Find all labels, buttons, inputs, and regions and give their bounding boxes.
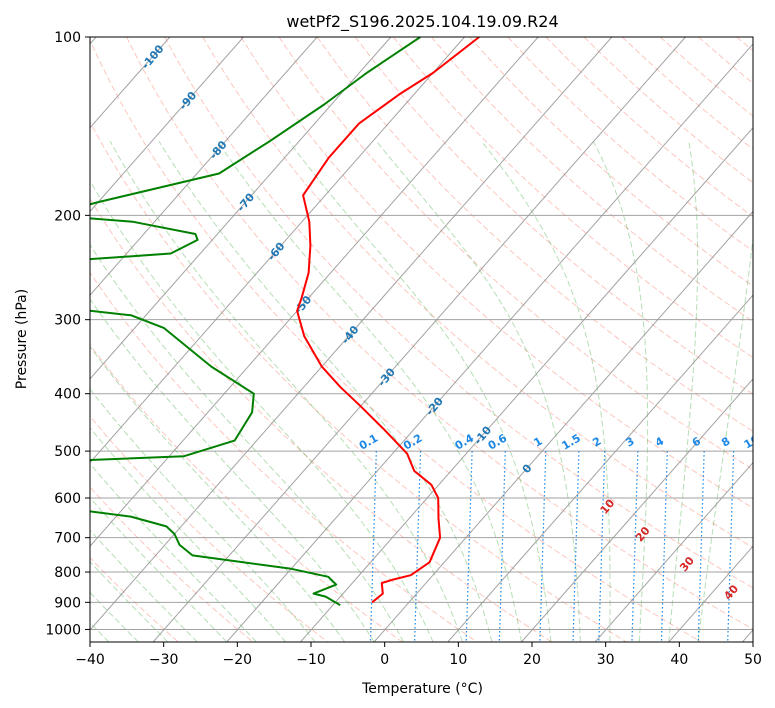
isotherm-line (447, 294, 753, 642)
mixing-ratio-label: 1 (531, 435, 544, 450)
background-lines (90, 37, 753, 642)
x-tick-label: −10 (296, 652, 326, 668)
temperature-profile-line (296, 37, 480, 604)
y-axis-title: Pressure (hPa) (14, 289, 30, 389)
dry-adiabat-line (90, 120, 627, 642)
mixing-ratio-line (465, 451, 473, 642)
moist-adiabat-line (90, 560, 169, 642)
mixing-ratio-line (697, 451, 705, 642)
mixing-ratio-label: 8 (719, 435, 732, 450)
moist-adiabat-line (90, 426, 287, 642)
y-tick-label: 500 (54, 444, 81, 460)
isotherm-line (594, 461, 753, 642)
y-tick-label: 100 (54, 30, 81, 46)
y-tick-label: 300 (54, 313, 81, 329)
x-tick-label: 30 (597, 652, 615, 668)
mixing-ratio-line (539, 451, 547, 642)
mixing-ratio-label: 13 (768, 433, 775, 452)
dry-adiabat-line (90, 39, 702, 642)
moist-adiabat-line (217, 141, 522, 642)
x-tick-label: −40 (75, 652, 105, 668)
mixing-ratio-line (631, 451, 639, 642)
mixing-ratio-label: 0.4 (453, 431, 477, 452)
moist-adiabat-line (90, 388, 316, 642)
mixing-ratio-line (369, 451, 377, 642)
isotherm-line (90, 37, 539, 548)
x-axis-title: Temperature (°C) (361, 681, 483, 697)
dry-adiabat-line (90, 486, 254, 642)
isotherm-line (226, 43, 753, 642)
isotherm-line (90, 37, 318, 296)
isotherm-line (373, 210, 753, 642)
y-tick-label: 400 (54, 387, 81, 403)
x-tick-label: 10 (449, 652, 467, 668)
dry-adiabat-line (164, 37, 753, 589)
line-labels: 0.10.20.40.611.52346810131620253036-100-… (139, 42, 775, 602)
dry-adiabat-line (278, 37, 753, 470)
y-tick-label: 600 (54, 491, 81, 507)
dry-adiabat-line (202, 37, 753, 549)
y-tick-label: 700 (54, 531, 81, 547)
dry-adiabat-line (469, 37, 753, 287)
profile-lines (90, 37, 480, 607)
theta-label: 30 (677, 554, 697, 574)
dry-adiabat-line (736, 37, 753, 52)
dry-adiabat-line (90, 197, 553, 642)
moist-adiabat-line (158, 141, 493, 642)
x-tick-label: 50 (744, 652, 762, 668)
y-tick-label: 800 (54, 565, 81, 581)
mixing-ratio-label: 0.1 (357, 432, 380, 453)
isotherm-line (90, 37, 465, 464)
dewpoint-profile-line (90, 37, 421, 607)
dry-adiabat-line (354, 37, 753, 395)
moist-adiabat-line (90, 243, 405, 642)
dry-adiabat-line (545, 37, 753, 218)
y-tick-label: 200 (54, 208, 81, 224)
mixing-ratio-label: 10 (742, 432, 762, 451)
x-tick-label: 40 (670, 652, 688, 668)
x-tick-label: −20 (223, 652, 253, 668)
mixing-ratio-label: 0.2 (401, 432, 424, 453)
y-tick-label: 1000 (45, 622, 81, 638)
dry-adiabat-line (393, 37, 753, 359)
mixing-ratio-label: 3 (624, 435, 637, 450)
isotherm-line (300, 126, 753, 642)
chart-title: wetPf2_S196.2025.104.19.09.R24 (286, 12, 558, 32)
isotherm-line (90, 37, 613, 631)
moist-adiabat-line (109, 141, 463, 642)
moist-adiabat-line (481, 140, 611, 642)
dry-adiabat-line (90, 415, 329, 642)
dry-adiabat-line (431, 37, 753, 323)
moist-adiabat-line (90, 463, 257, 642)
x-tick-label: 0 (380, 652, 389, 668)
isotherm-line (742, 629, 753, 642)
isotherm-line (521, 378, 753, 642)
x-tick-label: 20 (523, 652, 541, 668)
mixing-ratio-line (752, 638, 753, 642)
moist-adiabat-line (90, 497, 228, 642)
dry-adiabat-line (240, 37, 753, 509)
mixing-ratio-line (598, 451, 606, 642)
isotherm-line (90, 37, 392, 380)
plot-frame (89, 36, 754, 643)
theta-label: 20 (633, 524, 653, 544)
mixing-ratio-label: 4 (653, 434, 666, 449)
moist-adiabat-line (376, 140, 581, 642)
isotherm-line (90, 37, 244, 213)
mixing-ratio-line (727, 451, 735, 642)
y-tick-label: 900 (54, 595, 81, 611)
mixing-ratio-line (498, 451, 506, 642)
dry-adiabat-line (90, 271, 478, 642)
isotherm-label: -100 (139, 42, 167, 72)
theta-label: 40 (721, 582, 741, 602)
dry-adiabat-line (316, 37, 753, 432)
dry-adiabat-line (126, 37, 753, 630)
axis-ticks: −40 −30 −20 −10 0 10 20 30 40 50 100 200 300 400 500 60… (45, 30, 762, 668)
isotherm-line (152, 37, 686, 642)
isotherm-line (668, 545, 753, 642)
mixing-ratio-label: 2 (590, 435, 603, 450)
x-tick-label: −30 (149, 652, 179, 668)
theta-label: 10 (598, 496, 618, 516)
